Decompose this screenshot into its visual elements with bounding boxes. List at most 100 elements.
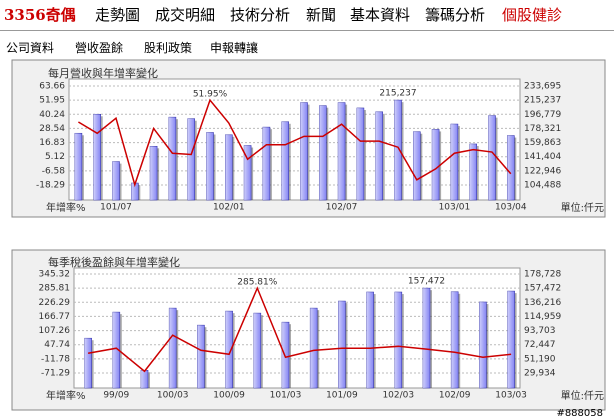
bar-shine xyxy=(225,134,233,200)
y2-tick-label: 157,472 xyxy=(524,284,561,294)
y2-tick-label: 114,959 xyxy=(524,312,561,322)
x-tick-label: 100/09 xyxy=(213,391,245,401)
bar-shine xyxy=(112,161,120,200)
y-tick-label: 40.24 xyxy=(39,110,65,120)
y2-tick-label: 122,946 xyxy=(524,166,561,176)
bar-shine xyxy=(450,124,458,200)
stock-name[interactable]: 3356奇偶 xyxy=(4,6,76,24)
y-tick-label: 166.77 xyxy=(39,312,71,322)
bar-shine xyxy=(423,288,430,388)
bar-shine xyxy=(394,292,402,388)
bar-shine xyxy=(197,325,205,388)
y-tick-label: 285.81 xyxy=(39,284,71,294)
bar-shine xyxy=(206,132,214,200)
x-tick-label: 101/09 xyxy=(326,391,358,401)
sub-link[interactable]: 公司資料 xyxy=(6,41,55,55)
y-tick-label: 47.74 xyxy=(44,340,70,350)
y2-axis-label: 單位:仟元 xyxy=(561,389,604,402)
nav-link[interactable]: 走勢圖 xyxy=(95,6,141,24)
bar-shine xyxy=(131,183,139,200)
nav-link[interactable]: 技術分析 xyxy=(230,6,291,24)
x-tick-label: 100/03 xyxy=(157,391,189,401)
bar-shine xyxy=(356,107,364,200)
sub-link[interactable]: 股利政策 xyxy=(144,41,193,55)
bar-shine xyxy=(366,292,374,388)
y2-tick-label: 104,488 xyxy=(524,180,561,190)
bar-shine xyxy=(169,308,177,388)
y-tick-label: -11.78 xyxy=(41,354,70,364)
y-tick-label: 226.29 xyxy=(39,298,71,308)
bar-shine xyxy=(187,118,195,200)
y-tick-label: 63.66 xyxy=(39,82,65,92)
value-label: 51.95% xyxy=(193,90,228,100)
y-tick-label: 345.32 xyxy=(39,270,71,280)
y-tick-label: -18.29 xyxy=(36,180,65,190)
y-tick-label: -6.58 xyxy=(42,166,66,176)
nav-link[interactable]: 基本資料 xyxy=(350,6,411,24)
y2-tick-label: 136,216 xyxy=(524,298,561,308)
y2-tick-label: 233,695 xyxy=(524,82,561,92)
x-tick-label: 99/09 xyxy=(103,391,129,401)
y-tick-label: 51.95 xyxy=(39,96,65,106)
y-axis-label: 年增率% xyxy=(46,201,86,214)
y2-tick-label: 196,779 xyxy=(524,110,561,120)
y2-tick-label: 72,447 xyxy=(524,340,556,350)
y2-tick-label: 215,237 xyxy=(524,96,561,106)
bar-shine xyxy=(141,370,148,388)
nav-link[interactable]: 成交明細 xyxy=(155,6,216,24)
x-tick-label: 103/01 xyxy=(439,203,471,213)
bar-shine xyxy=(310,308,318,388)
sub-link[interactable]: 營收盈餘 xyxy=(75,41,124,55)
bar-shine xyxy=(413,131,421,200)
chart-title: 每月營收與年增率變化 xyxy=(48,66,158,80)
bar-shine xyxy=(507,135,515,200)
chart-title: 每季稅後盈餘與年增率變化 xyxy=(48,255,180,269)
nav-link[interactable]: 個股健診 xyxy=(502,6,563,24)
bar-shine xyxy=(300,102,308,200)
bar-shine xyxy=(432,129,440,200)
y2-tick-label: 178,321 xyxy=(524,124,561,134)
y-tick-label: 28.54 xyxy=(39,124,65,134)
x-tick-label: 102/07 xyxy=(326,203,358,213)
y-tick-label: 16.83 xyxy=(39,138,65,148)
value-label: 157,472 xyxy=(408,277,445,287)
bar-shine xyxy=(338,301,346,388)
nav-link[interactable]: 籌碼分析 xyxy=(425,6,486,24)
bar-shine xyxy=(225,311,233,388)
plot-area xyxy=(73,267,521,389)
x-tick-label: 102/09 xyxy=(439,391,471,401)
y2-tick-label: 159,863 xyxy=(524,138,561,148)
bar-shine xyxy=(469,143,477,200)
bar-shine xyxy=(74,133,82,200)
bar-shine xyxy=(253,313,261,388)
bar-shine xyxy=(244,145,252,200)
bar-shine xyxy=(488,115,496,200)
y-tick-label: 5.12 xyxy=(45,152,65,162)
bar-shine xyxy=(282,322,289,388)
x-tick-label: 102/03 xyxy=(382,391,414,401)
bar-shine xyxy=(338,102,346,200)
y2-tick-label: 29,934 xyxy=(524,368,556,378)
bar-shine xyxy=(375,111,383,200)
bar-shine xyxy=(281,121,289,200)
sub-link[interactable]: 申報轉讓 xyxy=(210,41,259,55)
y2-tick-label: 141,404 xyxy=(524,152,561,162)
bar-shine xyxy=(84,338,92,388)
nav-link[interactable]: 新聞 xyxy=(306,6,337,24)
bar-shine xyxy=(394,100,402,200)
watermark: #888058 xyxy=(556,408,603,419)
bar-shine xyxy=(479,302,487,388)
y-tick-label: 107.26 xyxy=(39,326,71,336)
value-label: 285.81% xyxy=(237,278,277,288)
x-tick-label: 103/03 xyxy=(495,391,527,401)
x-tick-label: 101/07 xyxy=(100,203,132,213)
plot-area xyxy=(68,78,521,201)
y-tick-label: -71.29 xyxy=(41,368,70,378)
y2-tick-label: 178,728 xyxy=(524,270,561,280)
nav-bar: 3356奇偶 走勢圖 成交明細 技術分析 新聞 基本資料 籌碼分析 個股健診 xyxy=(0,0,614,31)
line xyxy=(78,98,512,188)
bar-shine xyxy=(262,127,270,200)
bar-shine xyxy=(451,291,459,388)
